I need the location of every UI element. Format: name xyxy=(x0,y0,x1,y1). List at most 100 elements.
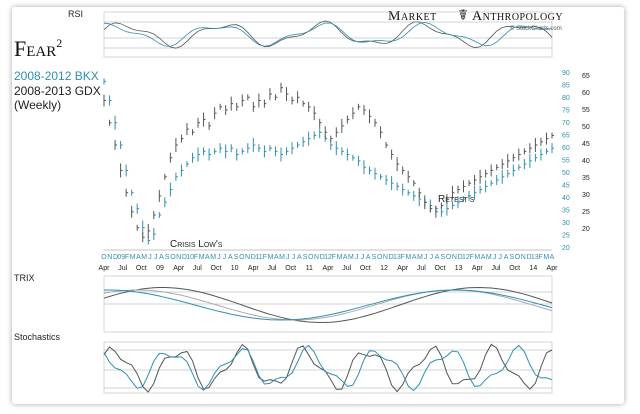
x-tick-upper: A xyxy=(228,254,233,261)
x-tick-upper: M xyxy=(405,254,411,261)
rsi-line-gdx xyxy=(103,20,553,49)
y-tick-gdx: 30 xyxy=(582,192,590,199)
x-tick-lower: Oct xyxy=(211,265,222,272)
x-tick-upper: O xyxy=(170,254,176,261)
x-tick-upper: J xyxy=(424,254,428,261)
stochastics-frame xyxy=(103,341,553,394)
stochastics-label: Stochastics xyxy=(14,332,61,342)
x-tick-upper: M xyxy=(279,254,285,261)
x-tick-lower: Oct xyxy=(360,265,371,272)
chart-card xyxy=(12,7,624,404)
x-tick-lower: Oct xyxy=(435,265,446,272)
brand-name-right: Anthropology xyxy=(472,9,563,24)
x-tick-upper: M xyxy=(348,254,354,261)
x-tick-lower: Jul xyxy=(118,265,127,272)
y-tick-bkx: 80 xyxy=(562,95,570,102)
x-tick-upper: O xyxy=(239,254,245,261)
x-tick-upper: S xyxy=(303,254,308,261)
y-tick-bkx: 20 xyxy=(562,245,570,252)
y-tick-gdx: 20 xyxy=(582,226,590,233)
x-tick-upper: A xyxy=(412,254,417,261)
y-tick-bkx: 50 xyxy=(562,170,570,177)
x-tick-upper: O xyxy=(308,254,314,261)
x-tick-lower: 13 xyxy=(455,265,463,272)
x-tick-upper: J xyxy=(355,254,359,261)
x-tick-lower: Jul xyxy=(193,265,202,272)
x-tick-upper: A xyxy=(159,254,164,261)
x-tick-lower: Oct xyxy=(509,265,520,272)
x-tick-upper: F xyxy=(469,254,473,261)
x-tick-upper: A xyxy=(343,254,348,261)
y-tick-bkx: 65 xyxy=(562,133,570,140)
x-tick-upper: S xyxy=(234,254,239,261)
x-tick-upper: J xyxy=(499,254,503,261)
x-tick-lower: 14 xyxy=(529,265,537,272)
y-tick-bkx: 85 xyxy=(562,83,570,90)
x-tick-upper: F xyxy=(263,254,267,261)
x-tick-upper: M xyxy=(130,254,136,261)
y-tick-gdx: 55 xyxy=(582,107,590,114)
x-tick-upper: M xyxy=(141,254,147,261)
x-tick-upper: A xyxy=(435,254,440,261)
x-tick-upper: D xyxy=(320,254,325,261)
legend-gdx: 2008-2013 GDX xyxy=(14,84,101,98)
x-tick-lower: Jul xyxy=(268,265,277,272)
x-tick-upper: A xyxy=(274,254,279,261)
y-tick-gdx: 60 xyxy=(582,90,590,97)
x-tick-lower: Jul xyxy=(342,265,351,272)
legend-bkx: 2008-2012 BKX xyxy=(14,69,99,83)
page-title: Fear2 xyxy=(14,36,62,61)
x-tick-upper: J xyxy=(430,254,434,261)
x-tick-upper: A xyxy=(550,254,555,261)
y-tick-gdx: 45 xyxy=(582,141,590,148)
y-tick-gdx: 40 xyxy=(582,158,590,165)
trix-line-bkx xyxy=(104,289,553,321)
rsi-label: RSI xyxy=(68,9,83,19)
x-tick-upper: M xyxy=(199,254,205,261)
x-tick-upper: O xyxy=(101,254,107,261)
x-tick-lower: 11 xyxy=(306,265,313,272)
x-tick-upper: O xyxy=(377,254,383,261)
x-tick-upper: S xyxy=(372,254,377,261)
x-tick-upper: M xyxy=(543,254,549,261)
x-tick-upper: D xyxy=(526,254,531,261)
x-tick-upper: S xyxy=(441,254,446,261)
x-tick-upper: J xyxy=(493,254,497,261)
y-tick-gdx: 35 xyxy=(582,175,590,182)
trix-label: TRIX xyxy=(14,273,35,283)
x-tick-upper: M xyxy=(417,254,423,261)
x-tick-lower: Oct xyxy=(136,265,147,272)
x-tick-lower: 09 xyxy=(156,265,164,272)
x-tick-upper: J xyxy=(292,254,296,261)
x-tick-upper: N xyxy=(176,254,181,261)
x-tick-upper: D xyxy=(182,254,187,261)
x-tick-upper: M xyxy=(486,254,492,261)
rsi-panel xyxy=(103,11,553,58)
trix-line-gdx xyxy=(103,286,553,324)
x-axis: O N D 09 F M A M J J A S O N D 10 F M A M J J A S O N D 11 F M A M J J A S O… xyxy=(99,254,559,272)
x-tick-upper: M xyxy=(337,254,343,261)
x-tick-upper: N xyxy=(452,254,457,261)
x-tick-upper: F xyxy=(538,254,542,261)
brand-name-left: Market xyxy=(388,9,437,24)
stochastics-line-gdx xyxy=(103,343,553,393)
x-tick-upper: O xyxy=(515,254,521,261)
x-tick-upper: J xyxy=(223,254,227,261)
x-tick-upper: S xyxy=(165,254,170,261)
stochastics-line-bkx xyxy=(103,344,553,392)
y-tick-bkx: 45 xyxy=(562,183,570,190)
x-tick-lower: Apr xyxy=(323,265,335,272)
x-tick-upper: S xyxy=(509,254,514,261)
rsi-line-bkx xyxy=(103,21,553,47)
x-tick-upper: A xyxy=(136,254,141,261)
caduceus-icon: ☤ xyxy=(458,6,468,24)
y-tick-bkx: 75 xyxy=(562,108,570,115)
x-tick-upper: 12 xyxy=(324,254,332,261)
x-tick-upper: N xyxy=(107,254,112,261)
x-tick-upper: D xyxy=(458,254,463,261)
x-tick-upper: N xyxy=(314,254,319,261)
x-tick-upper: F xyxy=(125,254,129,261)
x-tick-upper: F xyxy=(401,254,405,261)
x-tick-upper: D xyxy=(251,254,256,261)
x-tick-upper: M xyxy=(210,254,216,261)
